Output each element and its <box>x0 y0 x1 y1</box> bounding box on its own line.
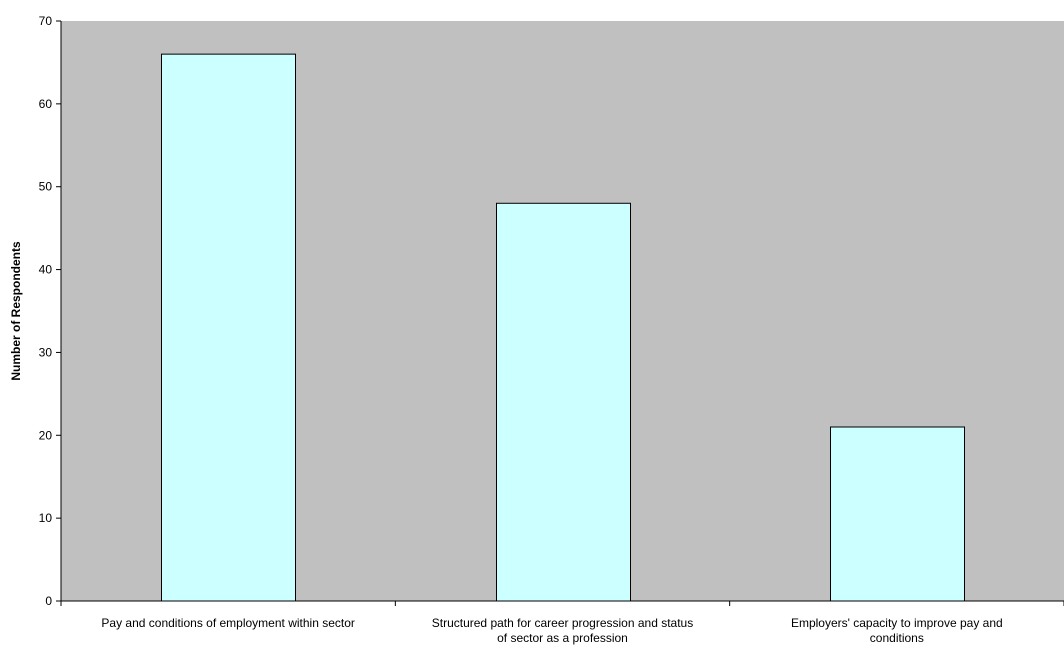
x-category-label-line: conditions <box>870 631 924 645</box>
bar-2 <box>496 202 631 602</box>
x-category-label: Structured path for career progression a… <box>432 616 693 645</box>
y-tick-label: 20 <box>39 428 53 442</box>
category-labels-group: Pay and conditions of employment within … <box>101 616 1002 645</box>
bar-1 <box>161 53 296 602</box>
x-category-label-line: of sector as a profession <box>497 631 628 645</box>
x-category-label: Pay and conditions of employment within … <box>101 616 354 630</box>
y-tick-label: 60 <box>39 97 53 111</box>
x-category-label: Employers' capacity to improve pay and co… <box>791 616 1003 645</box>
y-tick-label: 0 <box>45 594 52 608</box>
y-tick-label: 10 <box>39 511 53 525</box>
bar-3 <box>830 426 965 602</box>
y-axis-title: Number of Respondents <box>9 241 23 381</box>
x-category-label-line: Employers' capacity to improve pay and <box>791 616 1003 630</box>
x-ticks-group <box>60 601 1064 606</box>
y-tick-label: 50 <box>39 180 53 194</box>
x-category-label-line: Structured path for career progression a… <box>432 616 693 630</box>
y-tick-label: 40 <box>39 263 53 277</box>
x-category-label-line: Pay and conditions of employment within … <box>101 616 354 630</box>
y-tick-label: 30 <box>39 345 53 359</box>
y-ticks-group: 0 10 20 30 40 50 60 70 <box>39 14 61 608</box>
y-tick-label: 70 <box>39 14 53 28</box>
bars-group <box>161 53 965 602</box>
